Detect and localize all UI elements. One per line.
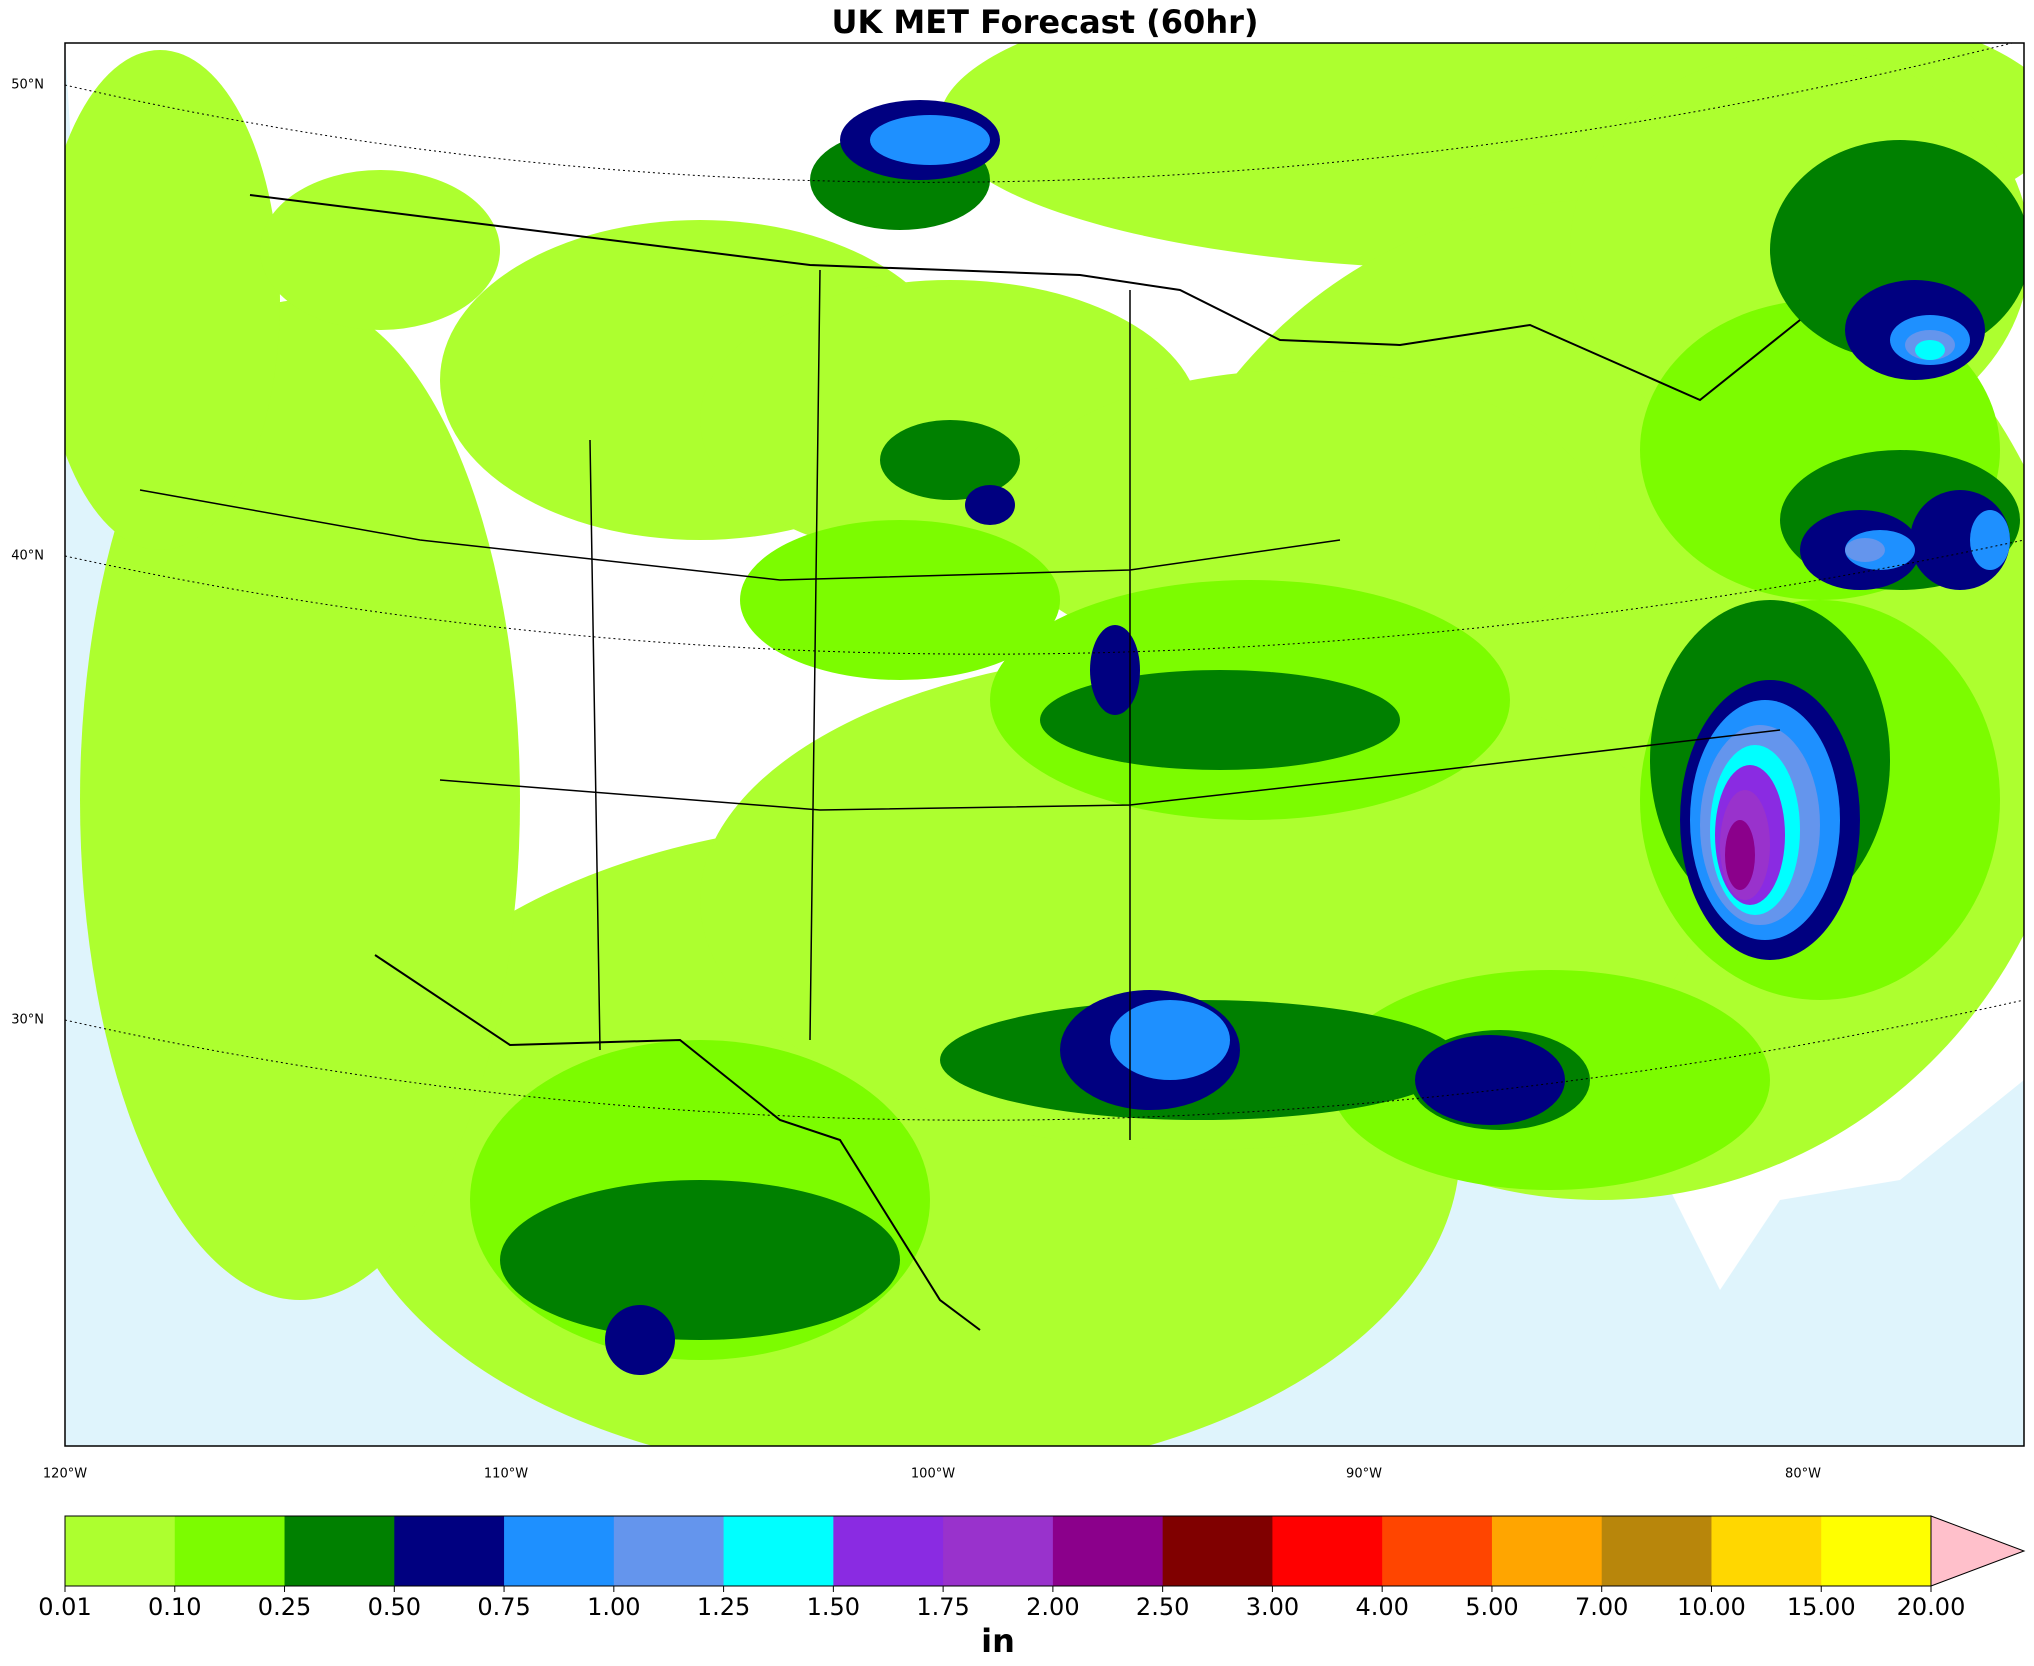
border: [374, 954, 981, 1331]
graticule: [65, 999, 2024, 1121]
colorbar-tick-label: 0.25: [258, 1593, 311, 1621]
precip-area: [500, 1180, 900, 1340]
lon-label: 80°W: [1785, 1467, 1821, 1482]
colorbar-segment: [943, 1516, 1054, 1586]
lat-label: 30°N: [11, 1013, 44, 1028]
state-line: [139, 489, 1341, 581]
precip-area: [1845, 538, 1885, 562]
precip-area: [65, 50, 280, 550]
border: [249, 194, 1801, 402]
lon-label: 110°W: [484, 1467, 528, 1482]
colorbar-label: in: [981, 1622, 1015, 1660]
colorbar-tick-label: 10.00: [1677, 1593, 1746, 1621]
colorbar-tick-label: 1.50: [807, 1593, 860, 1621]
map: [65, 43, 2024, 1446]
colorbar-segment: [394, 1516, 505, 1586]
colorbar-tick-label: 7.00: [1575, 1593, 1628, 1621]
colorbar-segment: [723, 1516, 834, 1586]
lon-label: 90°W: [1346, 1467, 1382, 1482]
colorbar-segment: [1272, 1516, 1383, 1586]
colorbar-tick-label: 0.75: [477, 1593, 530, 1621]
precip-area: [965, 485, 1015, 525]
precip-area: [1915, 340, 1945, 360]
graticule: [65, 539, 2024, 655]
colorbar-tick-label: 15.00: [1787, 1593, 1856, 1621]
colorbar-tick-label: 1.00: [587, 1593, 640, 1621]
colorbar-segment: [613, 1516, 725, 1586]
precip-area: [260, 170, 500, 330]
colorbar-tick-label: 3.00: [1246, 1593, 1299, 1621]
precip-area: [1110, 1000, 1230, 1080]
colorbar-tick-label: 2.50: [1136, 1593, 1189, 1621]
colorbar-tick-label: 1.25: [697, 1593, 750, 1621]
colorbar-tick-label: 20.00: [1897, 1593, 1966, 1621]
colorbar-tick-label: 4.00: [1355, 1593, 1408, 1621]
colorbar-segment: [1821, 1516, 1932, 1586]
precip-area: [740, 520, 1060, 680]
title: UK MET Forecast (60hr): [831, 3, 1258, 41]
colorbar-segment: [833, 1516, 944, 1586]
colorbar-segment: [1052, 1516, 1164, 1586]
precip-area: [870, 115, 990, 165]
colorbar-segment: [65, 1516, 176, 1586]
colorbar-segment: [1162, 1516, 1273, 1586]
lon-label: 100°W: [911, 1467, 955, 1482]
colorbar-segment: [174, 1516, 286, 1586]
lat-label: 40°N: [11, 549, 44, 564]
precip-area: [80, 300, 520, 1300]
colorbar-tick-label: 0.01: [38, 1593, 91, 1621]
colorbar-segment: [1382, 1516, 1493, 1586]
precip-area: [1970, 510, 2010, 570]
colorbar-segment: [1601, 1516, 1712, 1586]
map-frame: [64, 42, 2025, 1447]
colorbar-frame: [64, 1515, 1932, 1587]
state-line: [589, 269, 1131, 1140]
graticule: [65, 43, 2015, 183]
precip-area: [1415, 1035, 1565, 1125]
precip-area: [1725, 820, 1755, 890]
colorbar-segment: [1711, 1516, 1822, 1586]
colorbar-tick-label: 0.50: [368, 1593, 421, 1621]
lat-label: 50°N: [11, 78, 44, 93]
colorbar-tick-label: 5.00: [1465, 1593, 1518, 1621]
colorbar-segment: [1491, 1516, 1603, 1586]
precip-area: [605, 1305, 675, 1375]
lon-label: 120°W: [43, 1467, 87, 1482]
colorbar-tick-label: 1.75: [916, 1593, 969, 1621]
colorbar-segment: [504, 1516, 615, 1586]
colorbar-extend: [1930, 1515, 2026, 1587]
precip-area: [880, 420, 1020, 500]
precip-area: [1090, 625, 1140, 715]
colorbar-tick-label: 0.10: [148, 1593, 201, 1621]
colorbar-segment: [284, 1516, 395, 1586]
colorbar-tick-label: 2.00: [1026, 1593, 1079, 1621]
